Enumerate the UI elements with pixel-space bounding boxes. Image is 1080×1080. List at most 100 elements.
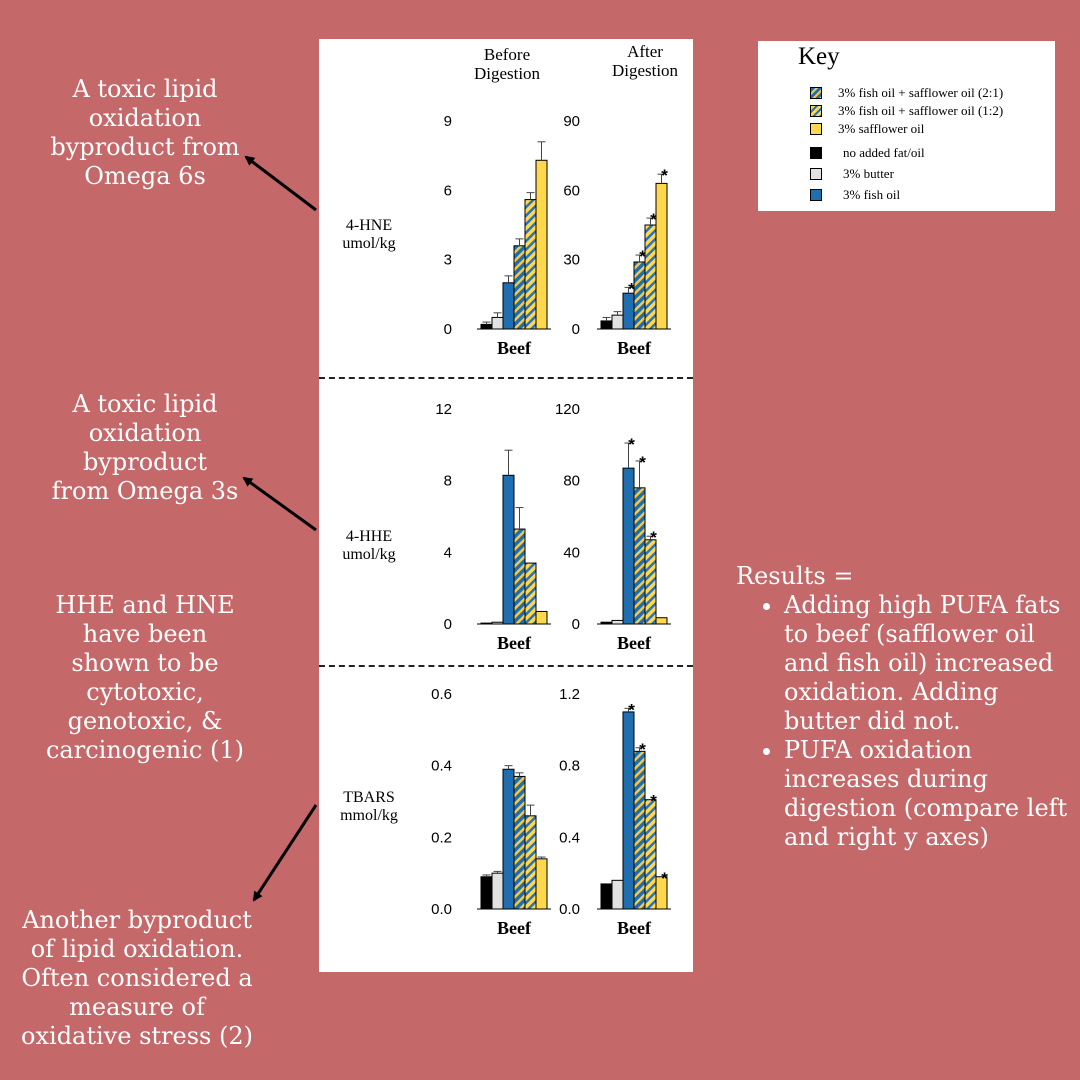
bar — [611, 879, 624, 910]
significance-marker: * — [661, 166, 668, 185]
y-tick-label: 80 — [563, 473, 580, 490]
row-divider-1 — [319, 377, 693, 379]
bar — [535, 159, 548, 330]
bar — [644, 539, 657, 625]
y-tick-label: 120 — [555, 401, 580, 418]
chart-panel: Before Digestion After Digestion 4-HNE u… — [319, 39, 693, 972]
bar — [524, 562, 537, 625]
legend-label: no added fat/oil — [843, 145, 925, 160]
legend-label: 3% fish oil + safflower oil (1:2) — [838, 103, 1004, 118]
legend-label: 3% fish oil — [843, 187, 901, 202]
y-tick-label: 90 — [563, 113, 580, 130]
bar — [535, 610, 548, 625]
legend-swatch-blue — [810, 189, 822, 201]
y-tick-label: 12 — [435, 401, 452, 418]
y-tick-label: 6 — [444, 182, 452, 199]
y-tick-label: 0.4 — [559, 829, 580, 846]
bar — [491, 872, 504, 910]
bar — [600, 320, 613, 330]
x-axis-label: Beef — [617, 918, 652, 938]
x-axis-label: Beef — [617, 338, 652, 358]
bar — [513, 775, 526, 910]
hhe-annotation: A toxic lipid oxidation byproduct from O… — [51, 390, 239, 505]
hne-arrow — [244, 155, 317, 212]
significance-marker: * — [628, 700, 635, 719]
bar — [644, 799, 657, 910]
hhe-arrow — [242, 476, 317, 532]
legend-label: 3% safflower oil — [838, 121, 925, 136]
legend-swatch-black — [810, 147, 822, 159]
y-tick-label: 0 — [572, 616, 580, 633]
y-tick-label: 30 — [563, 252, 580, 269]
hne-annotation: A toxic lipid oxidation byproduct from O… — [50, 75, 240, 190]
legend-swatch-lightgray — [810, 168, 822, 180]
bar — [480, 876, 493, 910]
y-tick-label: 0 — [572, 321, 580, 338]
tbars-annotation: Another byproduct of lipid oxidation. Of… — [21, 906, 253, 1050]
bar — [513, 528, 526, 625]
tbars-arrow — [252, 804, 318, 902]
y-tick-label: 8 — [444, 473, 452, 490]
bar — [655, 617, 668, 625]
bar — [633, 487, 646, 625]
y-tick-label: 0.8 — [559, 758, 580, 775]
bar — [513, 245, 526, 330]
significance-marker: * — [661, 869, 668, 888]
bar — [655, 182, 668, 330]
bar — [611, 619, 624, 625]
results-bullet: PUFA oxidation increases during digestio… — [784, 736, 1080, 852]
legend-swatch-stripe-yellow — [810, 105, 822, 117]
y-tick-label: 0.0 — [559, 901, 580, 918]
bar-charts: 0369Beef0306090****Beef04812Beef04080120… — [431, 113, 671, 938]
toxicity-annotation: HHE and HNE have been shown to be cytoto… — [45, 591, 244, 764]
bar — [502, 768, 515, 910]
bar — [633, 750, 646, 910]
bar — [600, 883, 613, 910]
x-axis-label: Beef — [617, 633, 652, 653]
significance-marker: * — [628, 435, 635, 454]
x-axis-label: Beef — [497, 918, 532, 938]
before-digestion-header: Before Digestion — [473, 45, 541, 83]
y-tick-label: 9 — [444, 113, 452, 130]
bar — [622, 711, 635, 910]
significance-marker: * — [650, 792, 657, 811]
hhe-row-label: 4-HHE umol/kg — [342, 528, 396, 563]
significance-marker: * — [628, 279, 635, 298]
y-tick-label: 0.4 — [431, 758, 452, 775]
legend-key: Key 3% fish oil + safflower oil (2:1) 3%… — [758, 41, 1055, 211]
y-tick-label: 1.2 — [559, 686, 580, 703]
hne-row-label: 4-HNE umol/kg — [342, 217, 396, 252]
y-tick-label: 0 — [444, 616, 452, 633]
y-tick-label: 0.6 — [431, 686, 452, 703]
bar — [644, 224, 657, 330]
bar — [611, 314, 624, 330]
results-list: Adding high PUFA fats to beef (safflower… — [736, 591, 1080, 852]
legend-swatch-yellow — [810, 123, 822, 135]
row-divider-2 — [319, 665, 693, 667]
legend-label: 3% fish oil + safflower oil (2:1) — [838, 85, 1004, 100]
y-tick-label: 4 — [444, 544, 452, 561]
legend-title: Key — [798, 43, 840, 70]
bar — [480, 323, 493, 330]
bar — [622, 292, 635, 330]
bar — [535, 858, 548, 910]
bar — [524, 199, 537, 330]
results-bullet: Adding high PUFA fats to beef (safflower… — [784, 591, 1080, 736]
tbars-row-label: TBARS mmol/kg — [340, 789, 398, 824]
legend-label: 3% butter — [843, 166, 894, 181]
bar — [502, 282, 515, 330]
significance-marker: * — [650, 210, 657, 229]
bar — [633, 261, 646, 330]
bar — [622, 467, 635, 625]
results-section: Results = Adding high PUFA fats to beef … — [736, 562, 1080, 852]
y-tick-label: 0.0 — [431, 901, 452, 918]
significance-marker: * — [639, 247, 646, 266]
bar — [524, 815, 537, 910]
y-tick-label: 0 — [444, 321, 452, 338]
y-tick-label: 0.2 — [431, 829, 452, 846]
after-digestion-header: After Digestion — [611, 42, 679, 80]
legend-swatch-stripe-blue — [810, 87, 822, 99]
x-axis-label: Beef — [497, 338, 532, 358]
bar — [491, 316, 504, 330]
